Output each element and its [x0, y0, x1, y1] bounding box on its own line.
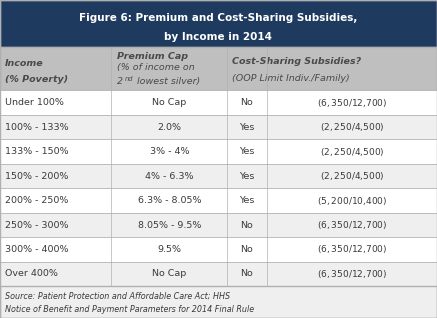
Bar [0, 286, 437, 318]
Text: Source: Patient Protection and Affordable Care Act; HHS: Source: Patient Protection and Affordabl… [5, 292, 230, 301]
Bar [0, 262, 437, 286]
Bar [0, 0, 437, 47]
Text: Over 400%: Over 400% [5, 269, 58, 279]
Text: ($6,350 / $12,700): ($6,350 / $12,700) [317, 97, 387, 109]
Text: Yes: Yes [239, 123, 255, 132]
Text: ($2,250 / $4,500): ($2,250 / $4,500) [319, 170, 384, 182]
Text: 100% - 133%: 100% - 133% [5, 123, 69, 132]
Bar [0, 213, 437, 237]
Text: No: No [240, 220, 253, 230]
Text: (% Poverty): (% Poverty) [5, 75, 68, 84]
Text: Premium Cap: Premium Cap [117, 52, 187, 61]
Bar [0, 164, 437, 188]
Text: ($6,350 / $12,700): ($6,350 / $12,700) [317, 268, 387, 280]
Text: 9.5%: 9.5% [157, 245, 181, 254]
Bar [0, 237, 437, 262]
Text: No: No [240, 269, 253, 279]
Bar [0, 188, 437, 213]
Text: 3% - 4%: 3% - 4% [149, 147, 189, 156]
Text: ($2,250 / $4,500): ($2,250 / $4,500) [319, 121, 384, 133]
Text: 4% - 6.3%: 4% - 6.3% [145, 172, 194, 181]
Text: Yes: Yes [239, 147, 255, 156]
Text: No: No [240, 98, 253, 107]
Text: 8.05% - 9.5%: 8.05% - 9.5% [138, 220, 201, 230]
Text: Figure 6: Premium and Cost-Sharing Subsidies,: Figure 6: Premium and Cost-Sharing Subsi… [79, 13, 358, 23]
Text: 150% - 200%: 150% - 200% [5, 172, 69, 181]
Bar [0, 91, 437, 115]
Bar [0, 115, 437, 139]
Text: Yes: Yes [239, 196, 255, 205]
Text: 250% - 300%: 250% - 300% [5, 220, 69, 230]
Text: ($5,200 / $10,400): ($5,200 / $10,400) [317, 195, 387, 207]
Text: Cost-Sharing Subsidies?: Cost-Sharing Subsidies? [232, 57, 361, 66]
Text: nd: nd [125, 76, 133, 82]
Text: 133% - 150%: 133% - 150% [5, 147, 69, 156]
Text: No Cap: No Cap [152, 269, 187, 279]
Text: 2.0%: 2.0% [157, 123, 181, 132]
Text: No Cap: No Cap [152, 98, 187, 107]
Text: Yes: Yes [239, 172, 255, 181]
Text: 2: 2 [117, 77, 123, 86]
Text: ($6,350 / $12,700): ($6,350 / $12,700) [317, 219, 387, 231]
Text: lowest silver): lowest silver) [134, 77, 201, 86]
Text: (% of income on: (% of income on [117, 63, 194, 72]
Bar [0, 139, 437, 164]
Text: 6.3% - 8.05%: 6.3% - 8.05% [138, 196, 201, 205]
Text: Income: Income [5, 59, 44, 68]
Text: (OOP Limit Indiv./Family): (OOP Limit Indiv./Family) [232, 74, 349, 83]
Text: ($6,350 / $12,700): ($6,350 / $12,700) [317, 244, 387, 255]
Text: Notice of Benefit and Payment Parameters for 2014 Final Rule: Notice of Benefit and Payment Parameters… [5, 305, 254, 314]
Bar [0, 47, 437, 91]
Text: No: No [240, 245, 253, 254]
Text: 300% - 400%: 300% - 400% [5, 245, 69, 254]
Text: 200% - 250%: 200% - 250% [5, 196, 69, 205]
Text: Under 100%: Under 100% [5, 98, 64, 107]
Text: by Income in 2014: by Income in 2014 [164, 31, 273, 42]
Text: ($2,250 / $4,500): ($2,250 / $4,500) [319, 146, 384, 158]
